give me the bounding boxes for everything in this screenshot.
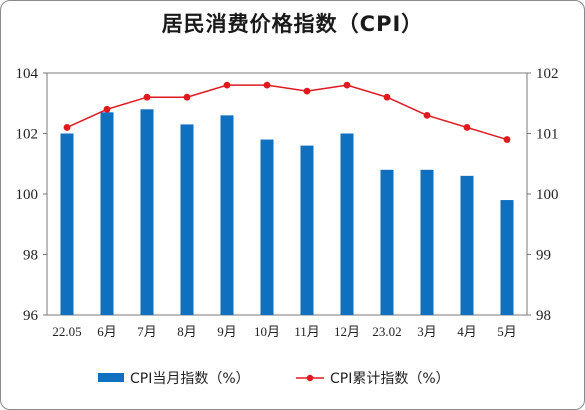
plot-area bbox=[43, 72, 531, 316]
right-tick-label-2: 100 bbox=[536, 187, 559, 203]
x-axis-ticks: 22.05 6月 7月 8月 9月 10月 11月 12月 23.02 3月 4月 5月 bbox=[52, 324, 516, 339]
legend-bar-swatch bbox=[98, 373, 124, 382]
bar-11 bbox=[500, 200, 514, 315]
x-tick-label-9: 3月 bbox=[417, 324, 437, 339]
x-tick-label-8: 23.02 bbox=[372, 324, 401, 339]
plot-border bbox=[46, 72, 528, 316]
x-tick-label-11: 5月 bbox=[497, 324, 517, 339]
line-point-11 bbox=[503, 136, 511, 143]
legend-line-label: CPI累计指数（%） bbox=[330, 371, 450, 387]
x-tick-label-7: 12月 bbox=[334, 324, 360, 339]
bar-series bbox=[60, 109, 514, 316]
line-point-7 bbox=[343, 81, 351, 89]
bar-7 bbox=[340, 133, 354, 315]
line-point-9 bbox=[423, 111, 431, 119]
x-tick-label-2: 7月 bbox=[137, 324, 157, 339]
line-point-4 bbox=[223, 81, 231, 89]
legend-line-marker bbox=[306, 374, 314, 382]
x-tick-label-5: 10月 bbox=[254, 324, 280, 339]
line-path bbox=[66, 84, 508, 141]
bar-1 bbox=[100, 112, 114, 315]
bar-0 bbox=[60, 133, 74, 315]
left-axis-ticks: 96 98 100 102 104 bbox=[16, 66, 39, 324]
line-point-1 bbox=[103, 105, 111, 113]
x-tick-label-6: 11月 bbox=[294, 324, 320, 339]
legend-bar-label: CPI当月指数（%） bbox=[130, 371, 250, 387]
left-tick-label-4: 104 bbox=[16, 66, 39, 82]
line-point-0 bbox=[63, 124, 71, 131]
line-point-5 bbox=[263, 81, 271, 89]
bar-4 bbox=[220, 115, 234, 315]
bar-8 bbox=[380, 169, 394, 315]
right-tick-label-1: 99 bbox=[536, 248, 551, 264]
x-tick-label-10: 4月 bbox=[457, 324, 477, 339]
bar-6 bbox=[300, 145, 314, 315]
right-tick-label-3: 101 bbox=[536, 127, 559, 143]
line-point-8 bbox=[383, 93, 391, 101]
right-tick-label-4: 102 bbox=[536, 66, 559, 82]
left-tick-label-3: 102 bbox=[16, 127, 39, 143]
x-tick-label-4: 9月 bbox=[217, 324, 237, 339]
line-series bbox=[63, 81, 511, 143]
left-tick-label-0: 96 bbox=[23, 308, 39, 324]
left-tick-label-1: 98 bbox=[23, 248, 38, 264]
bar-10 bbox=[460, 175, 474, 315]
chart-title: 居民消费价格指数（CPI） bbox=[161, 12, 424, 36]
right-tick-label-0: 98 bbox=[536, 308, 551, 324]
right-axis-ticks: 98 99 100 101 102 bbox=[536, 66, 559, 324]
legend: CPI当月指数（%） CPI累计指数（%） bbox=[98, 371, 450, 387]
x-tick-label-0: 22.05 bbox=[52, 324, 81, 339]
line-point-3 bbox=[183, 93, 191, 101]
left-tick-label-2: 100 bbox=[16, 187, 39, 203]
line-point-2 bbox=[143, 93, 151, 101]
line-point-10 bbox=[463, 124, 471, 131]
x-tick-label-1: 6月 bbox=[97, 324, 117, 339]
x-tick-label-3: 8月 bbox=[177, 324, 197, 339]
bar-3 bbox=[180, 124, 194, 316]
line-point-6 bbox=[303, 87, 311, 95]
bar-2 bbox=[140, 109, 154, 315]
bar-9 bbox=[420, 169, 434, 315]
bar-5 bbox=[260, 139, 274, 315]
